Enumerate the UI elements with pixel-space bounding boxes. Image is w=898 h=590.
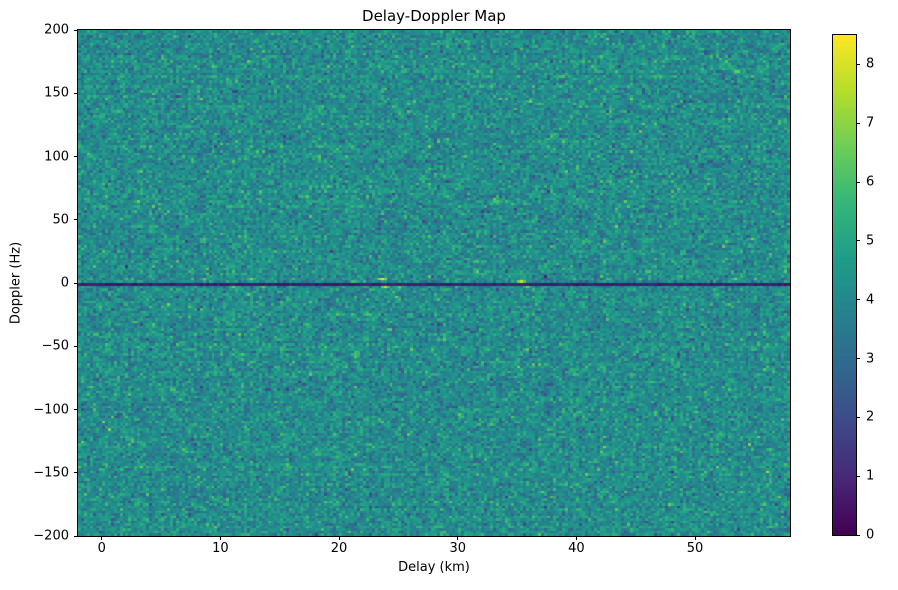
x-tick-label: 50: [686, 541, 704, 556]
y-tick-mark: [74, 409, 78, 410]
x-tick-mark: [575, 536, 577, 540]
y-tick-label: 100: [44, 149, 69, 164]
x-tick-label: 30: [449, 541, 466, 556]
y-tick-label: 200: [44, 22, 69, 38]
y-tick-mark: [74, 156, 78, 157]
x-axis-label: Delay (km): [398, 560, 470, 575]
x-tick-mark: [694, 536, 696, 540]
y-tick-mark: [74, 219, 78, 221]
y-tick-mark: [74, 472, 78, 474]
y-tick-label: 50: [52, 212, 69, 228]
x-tick-mark: [457, 536, 459, 540]
y-tick-mark: [74, 29, 78, 31]
colorbar-tick-mark: [856, 240, 860, 242]
heatmap-canvas: [78, 30, 790, 536]
y-tick-label: 150: [44, 85, 69, 101]
y-tick-mark: [74, 92, 78, 94]
colorbar-tick-label: 5: [866, 233, 875, 249]
y-tick-mark: [74, 282, 78, 284]
colorbar-tick-label: 0: [866, 527, 875, 543]
y-tick-label: −100: [33, 402, 69, 417]
y-tick-label: −200: [33, 528, 69, 544]
colorbar-tick-label: 1: [866, 468, 875, 484]
colorbar-tick-mark: [856, 416, 860, 418]
colorbar-tick-label: 4: [866, 292, 875, 308]
colorbar-tick-mark: [856, 63, 860, 65]
x-tick-mark: [338, 536, 340, 540]
x-tick-mark: [219, 536, 221, 540]
colorbar-tick-label: 3: [866, 351, 875, 367]
colorbar-tick-mark: [856, 299, 860, 301]
y-tick-mark: [74, 535, 78, 537]
x-tick-label: 20: [330, 541, 348, 556]
y-tick-label: 0: [60, 275, 69, 291]
colorbar-tick-label: 7: [866, 115, 875, 131]
y-tick-mark: [74, 345, 78, 347]
colorbar-tick-mark: [856, 181, 860, 183]
colorbar-tick-label: 8: [866, 56, 875, 72]
x-tick-label: 0: [97, 541, 106, 556]
colorbar-tick-mark: [856, 475, 860, 477]
colorbar-tick-label: 6: [866, 174, 875, 190]
x-tick-label: 10: [212, 541, 229, 556]
colorbar-canvas: [833, 35, 856, 535]
x-tick-mark: [101, 536, 103, 540]
y-tick-label: −150: [33, 465, 69, 481]
y-tick-label: −50: [41, 338, 69, 354]
colorbar-tick-mark: [856, 358, 860, 360]
colorbar-tick-mark: [856, 534, 860, 536]
chart-title: Delay-Doppler Map: [362, 7, 506, 25]
x-tick-label: 40: [568, 541, 585, 556]
colorbar-tick-mark: [856, 122, 860, 124]
colorbar-tick-label: 2: [866, 409, 875, 425]
